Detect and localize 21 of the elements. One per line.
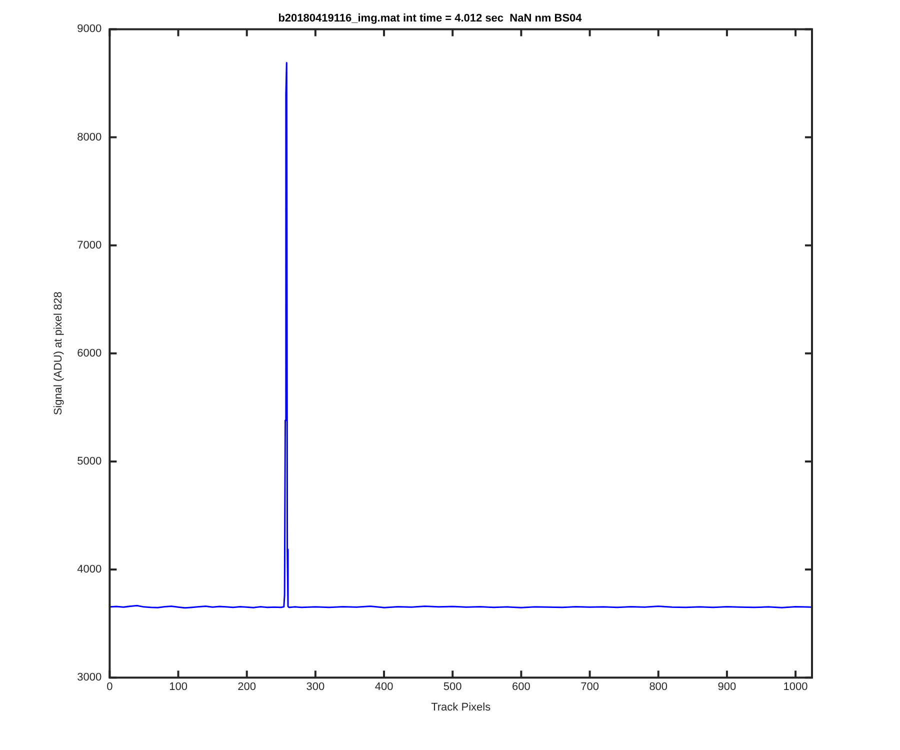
x-tick-label: 200 [238,681,256,694]
x-tick-label: 300 [306,681,325,694]
x-tick-label: 0 [106,681,113,694]
x-tick-label: 400 [374,681,394,694]
y-tick-label: 4000 [77,564,102,576]
y-axis-title: Signal (ADU) at pixel 828 [52,292,65,416]
x-tick-label: 100 [169,681,188,694]
y-tick-label: 6000 [77,347,102,360]
y-tick-label: 9000 [77,23,102,36]
y-tick-label: 5000 [77,456,102,468]
x-tick-label: 500 [443,681,462,694]
chart-title: b20180419116_img.mat int time = 4.012 sec NaN nm BS04 [278,12,583,25]
y-tick-label: 3000 [77,672,102,684]
x-axis-title: Track Pixels [431,701,492,714]
y-tick-label: 7000 [77,239,102,252]
x-tick-label: 600 [512,681,530,694]
x-tick-label: 1000 [783,681,808,694]
x-tick-label: 700 [580,681,599,694]
x-tick-label: 900 [718,681,736,694]
y-tick-label: 8000 [77,131,102,144]
x-tick-label: 800 [649,681,668,694]
